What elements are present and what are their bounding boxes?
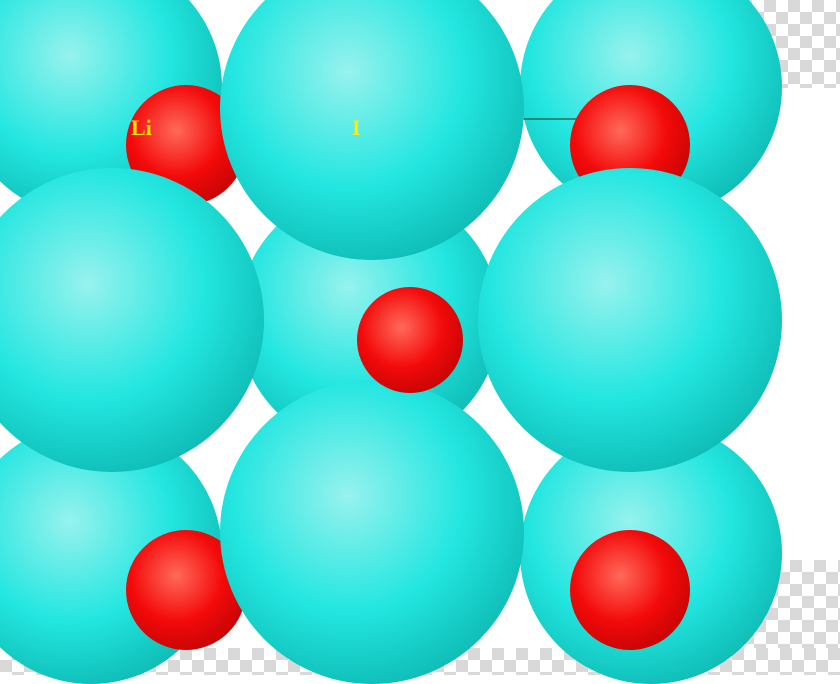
crystal-structure-diagram: Li I [0,0,840,675]
lithium-center [357,287,463,393]
iodide-front-bottom [220,380,524,684]
label-li: Li [131,115,152,141]
label-i: I [352,115,361,141]
iodide-front-right [478,168,782,472]
lithium-bottom-right [570,530,690,650]
